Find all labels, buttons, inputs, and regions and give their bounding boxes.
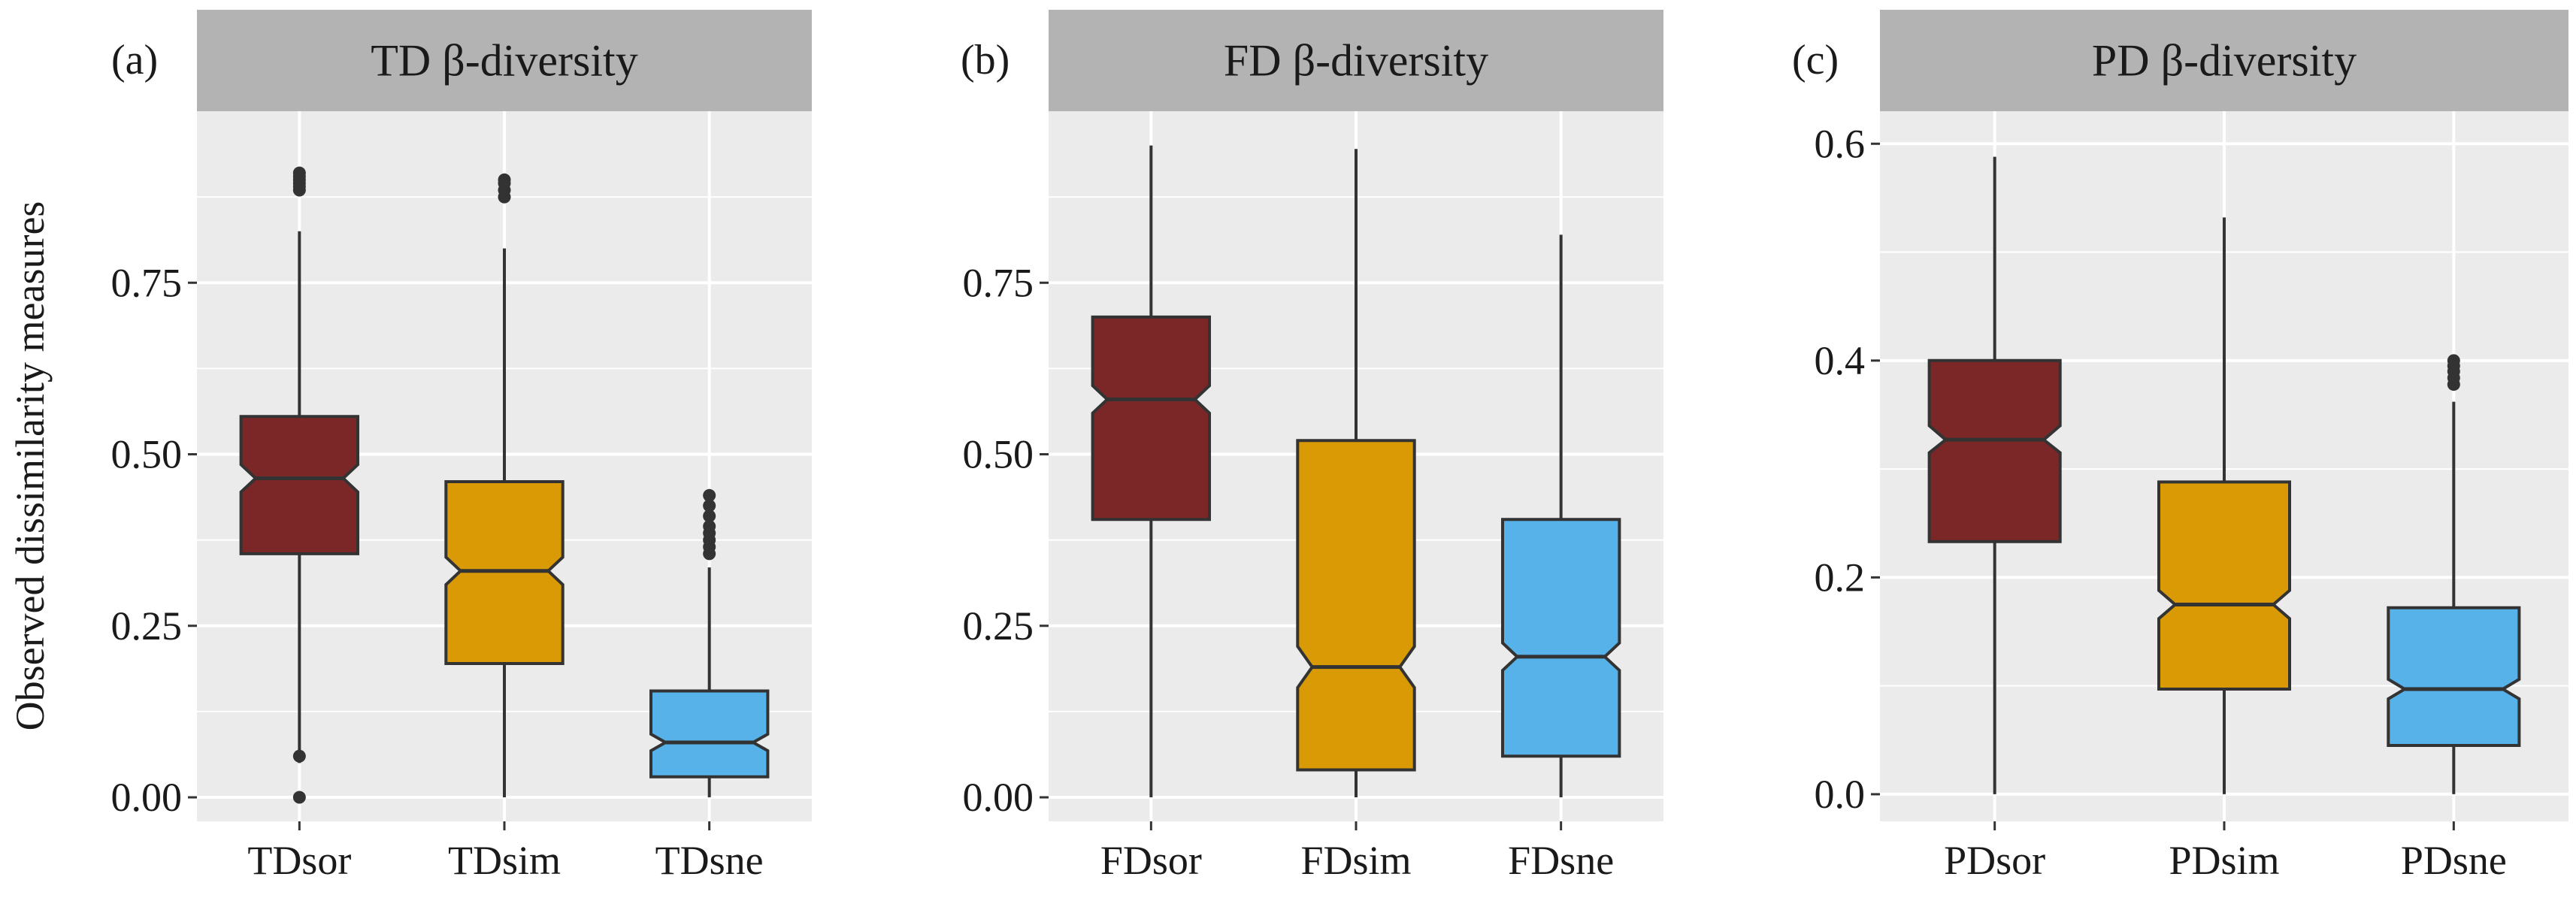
x-tick-label: FDsim bbox=[1300, 838, 1411, 883]
outlier-point bbox=[292, 166, 306, 180]
box-sor bbox=[239, 415, 359, 555]
box-sor bbox=[1927, 358, 2062, 543]
outlier-point bbox=[703, 488, 716, 502]
box-sor bbox=[1091, 315, 1211, 522]
outlier-point bbox=[703, 499, 716, 512]
box-TDsne bbox=[649, 488, 770, 798]
y-tick-label: 0.25 bbox=[963, 603, 1034, 649]
box-sim bbox=[2157, 480, 2291, 691]
x-tick-label: FDsor bbox=[1100, 838, 1202, 883]
y-tick-label: 0.50 bbox=[963, 432, 1034, 477]
panel-label: (b) bbox=[961, 37, 1010, 83]
x-tick-label: PDsor bbox=[1944, 838, 2045, 883]
outlier-point bbox=[703, 519, 716, 533]
x-tick-label: TDsor bbox=[247, 838, 351, 883]
box-PDsor bbox=[1927, 156, 2062, 794]
x-tick-label: TDsne bbox=[655, 838, 764, 883]
box-FDsne bbox=[1501, 234, 1621, 798]
box-PDsne bbox=[2387, 354, 2521, 794]
box-sim bbox=[1296, 439, 1416, 772]
strip-header bbox=[1049, 10, 1663, 111]
panel-3: (c) PD β-diversity 0.0 0.2 0.4 0.6 PDsor PDsim P… bbox=[1792, 10, 2568, 883]
strip-title: TD β-diversity bbox=[371, 36, 637, 86]
y-tick-label: 0.2 bbox=[1815, 555, 1866, 600]
x-tick-label: PDsim bbox=[2169, 838, 2279, 883]
y-tick-label: 0.75 bbox=[963, 260, 1034, 305]
box-FDsim bbox=[1296, 149, 1416, 798]
y-tick-label: 0.0 bbox=[1815, 772, 1866, 817]
y-axis-title: Observed dissimilarity measures bbox=[8, 201, 53, 731]
outlier-point bbox=[703, 509, 716, 523]
box-sne bbox=[649, 689, 770, 779]
box-sne bbox=[2387, 606, 2521, 747]
outlier-point bbox=[2447, 354, 2460, 367]
y-tick-label: 0.75 bbox=[111, 260, 183, 305]
y-tick-label: 0.6 bbox=[1815, 121, 1866, 166]
outlier-point bbox=[292, 749, 306, 763]
strip-header bbox=[1880, 10, 2568, 111]
outlier-point bbox=[498, 173, 511, 186]
y-tick-label: 0.00 bbox=[963, 775, 1034, 820]
y-tick-label: 0.25 bbox=[111, 603, 183, 649]
box-PDsim bbox=[2157, 217, 2291, 794]
y-tick-label: 0.4 bbox=[1815, 338, 1866, 383]
box-TDsor bbox=[239, 166, 359, 804]
outlier-point bbox=[292, 791, 306, 804]
x-tick-label: PDsne bbox=[2401, 838, 2507, 883]
y-tick-label: 0.50 bbox=[111, 432, 183, 477]
strip-header bbox=[197, 10, 812, 111]
box-sne bbox=[1501, 518, 1621, 758]
box-TDsim bbox=[444, 173, 565, 798]
strip-title: FD β-diversity bbox=[1224, 36, 1488, 86]
y-tick-label: 0.00 bbox=[111, 775, 183, 820]
strip-title: PD β-diversity bbox=[2092, 36, 2357, 86]
panel-2: (b) FD β-diversity 0.00 0.25 0.50 0.75 FDsor FD… bbox=[961, 10, 1663, 883]
box-FDsor bbox=[1091, 145, 1211, 798]
panel-label: (a) bbox=[111, 37, 158, 83]
x-tick-label: FDsne bbox=[1508, 838, 1614, 883]
x-tick-label: TDsim bbox=[448, 838, 561, 883]
panel-1: (a) TD β-diversity 0.00 0.25 0.50 0.75 TDsor TD… bbox=[111, 10, 812, 883]
panel-label: (c) bbox=[1792, 37, 1839, 83]
